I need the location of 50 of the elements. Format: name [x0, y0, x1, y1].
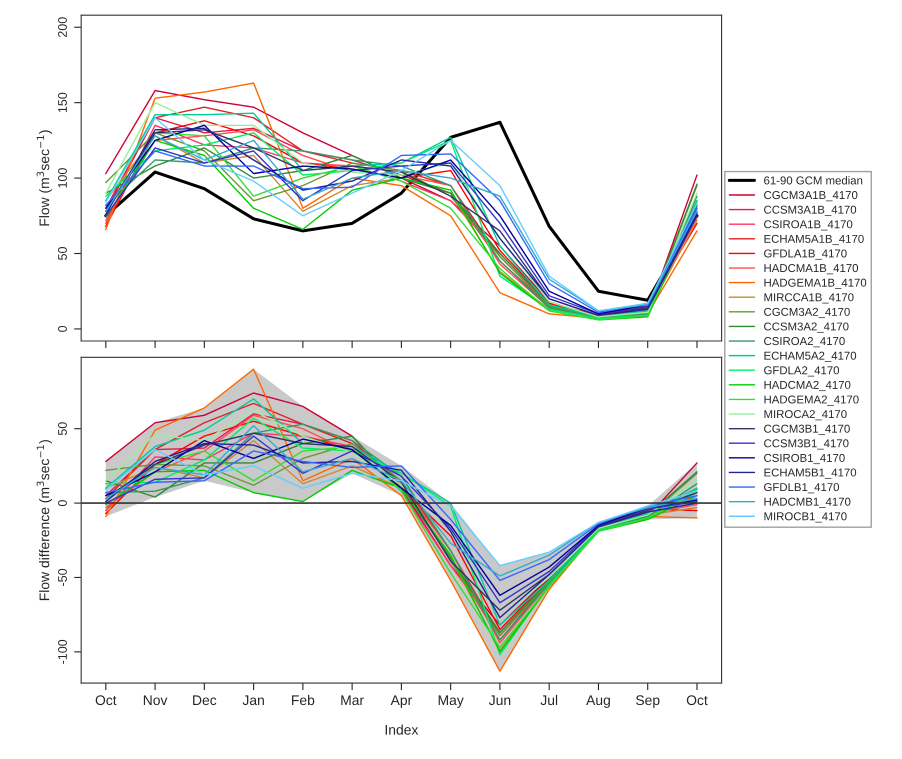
legend-label: HADCMA1B_4170 — [764, 264, 858, 274]
y-tick-label: 150 — [58, 92, 67, 112]
x-tick-label: Mar — [341, 695, 364, 706]
legend-label: 61-90 GCM median — [764, 176, 862, 184]
x-tick-label: Feb — [292, 694, 314, 706]
y-tick-label: 100 — [58, 168, 67, 188]
legend-label: CCSM3B1_4170 — [764, 439, 849, 450]
x-tick-label: Oct — [686, 695, 708, 706]
legend-label: HADCMA2_4170 — [764, 380, 850, 392]
legend-label: CSIROA2_4170 — [764, 337, 845, 348]
legend-label: CGCM3B1_4170 — [764, 424, 850, 435]
legend-label: HADGEMA1B_4170 — [764, 278, 866, 289]
y-tick-label: -50 — [58, 568, 67, 586]
legend-label: MIROCB1_4170 — [764, 512, 847, 523]
x-tick-label: Jul — [540, 694, 558, 706]
legend-label: CGCM3A1B_4170 — [764, 191, 858, 202]
x-tick-label: Jun — [488, 695, 510, 706]
y-tick-label: 0 — [58, 500, 67, 506]
legend-label: HADCMB1_4170 — [764, 498, 850, 508]
x-tick-label: Aug — [586, 695, 610, 708]
legend-label: ECHAM5A2_4170 — [764, 352, 856, 362]
x-tick-label: Sep — [636, 695, 660, 708]
legend-label: MIRCCA1B_4170 — [764, 293, 854, 304]
legend-label: CSIROB1_4170 — [764, 454, 845, 464]
legend-label: MIROCA2_4170 — [764, 410, 847, 420]
x-tick-label: Apr — [390, 695, 412, 708]
y-axis-title: Flow (m$^{3}$sec$^{−1}$) — [36, 130, 52, 226]
legend-label: ECHAM5A1B_4170 — [764, 234, 864, 246]
legend-label: HADGEMA2_4170 — [764, 395, 859, 406]
y-tick-label: 200 — [58, 17, 67, 38]
legend-label: GFDLB1_4170 — [764, 483, 840, 494]
x-axis-title: Index — [386, 724, 418, 735]
legend-label: CCSM3A1B_4170 — [764, 206, 856, 216]
y-tick-label: 50 — [58, 247, 67, 260]
y-axis-title: Flow difference (m$^{3}$sec$^{−1}$) — [36, 440, 52, 600]
legend-label: GFDLA2_4170 — [764, 366, 840, 376]
legend-label: GFDLA1B_4170 — [764, 249, 847, 260]
legend-label: CCSM3A2_4170 — [764, 322, 849, 333]
legend-label: CSIROA1B_4170 — [764, 220, 852, 230]
x-tick-label: Jan — [242, 695, 264, 706]
y-tick-label: 0 — [58, 326, 67, 332]
x-tick-label: Dec — [193, 695, 216, 706]
y-tick-label: 50 — [58, 422, 67, 436]
line-series — [105, 425, 698, 577]
y-tick-label: -100 — [58, 640, 67, 664]
x-tick-label: Oct — [96, 695, 117, 706]
legend-label: CGCM3A2_4170 — [764, 308, 850, 318]
legend-label: ECHAM5B1_4170 — [764, 468, 856, 479]
x-tick-label: May — [438, 695, 464, 708]
x-tick-label: Nov — [144, 695, 168, 706]
